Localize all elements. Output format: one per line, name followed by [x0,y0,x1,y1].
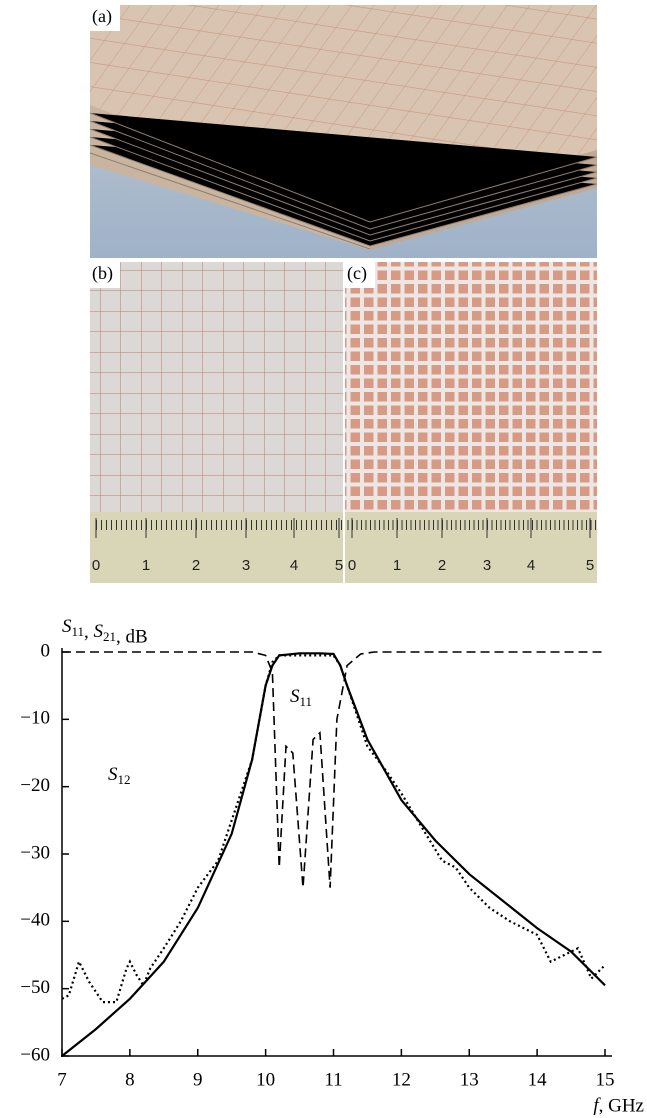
y-tick-label: −50 [20,977,50,998]
ruler-number: 1 [142,557,150,574]
annotation: S11 [290,686,312,709]
x-tick-label: 14 [528,1069,548,1090]
ruler-number: 5 [586,557,594,574]
panel-label: (a) [92,6,112,27]
ruler-number: 0 [348,557,356,574]
ruler-number: 5 [335,557,343,574]
ruler-number: 3 [242,557,250,574]
y-axis-label: S11, S21, dB [62,616,148,647]
x-tick-label: 8 [125,1069,135,1090]
x-tick-label: 12 [392,1069,411,1090]
photo-b: (b) [90,262,343,583]
y-tick-label: 0 [41,640,51,661]
y-tick-label: −40 [20,910,50,931]
y-tick-label: −60 [20,1044,50,1065]
series-line [62,651,605,888]
panel-label: (c) [347,263,367,284]
panel-label: (b) [92,263,113,284]
ruler-number: 3 [483,557,491,574]
ruler-number: 4 [527,557,535,574]
annotation: S12 [108,764,131,787]
x-tick-label: 10 [256,1069,275,1090]
ruler-number: 2 [438,557,446,574]
x-tick-label: 15 [596,1069,615,1090]
x-tick-label: 9 [193,1069,203,1090]
x-tick-label: 7 [57,1069,67,1090]
ruler-number: 0 [92,557,100,574]
x-tick-label: 11 [324,1069,342,1090]
series-line [61,654,606,1004]
ruler-number: 1 [393,557,401,574]
x-tick-label: 13 [460,1069,479,1090]
x-axis-label: f, GHz [593,1095,644,1116]
y-tick-label: −10 [20,708,50,729]
ruler-number: 2 [192,557,200,574]
photo-a: (a) [89,5,598,258]
y-tick-label: −20 [20,775,50,796]
y-tick-label: −30 [20,842,50,863]
ruler-number: 4 [290,557,298,574]
series-line [61,652,606,1057]
photo-c: (c) [345,262,597,583]
